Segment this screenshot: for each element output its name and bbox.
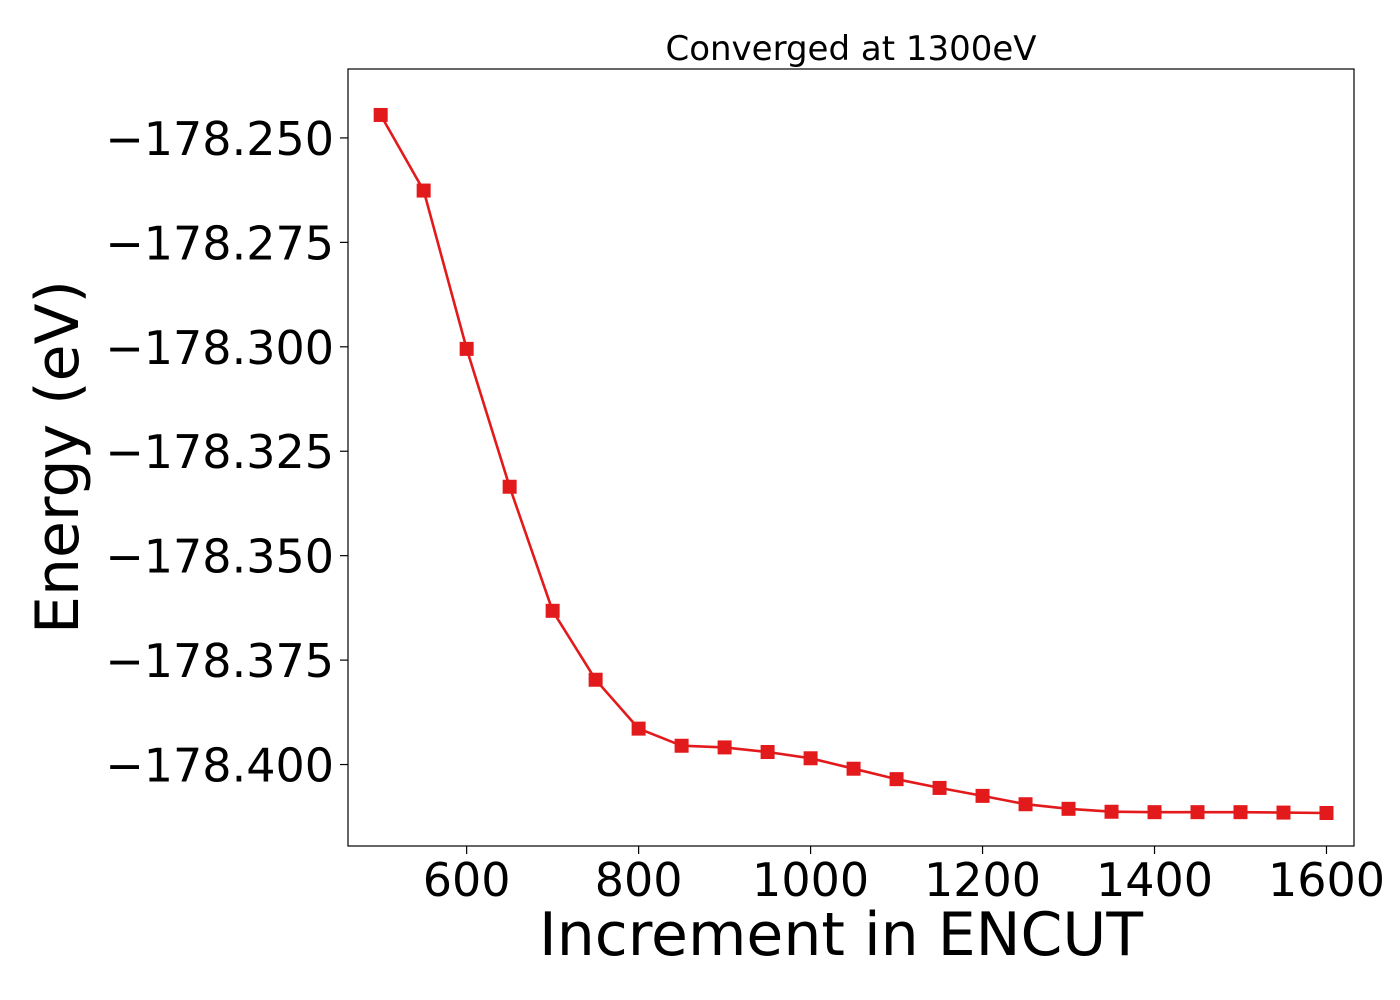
data-point bbox=[1276, 805, 1291, 820]
data-point bbox=[846, 761, 861, 776]
data-point bbox=[717, 740, 732, 755]
data-point bbox=[1190, 805, 1205, 820]
data-point bbox=[416, 183, 431, 198]
data-point bbox=[760, 745, 775, 760]
y-tick-label: −178.350 bbox=[105, 530, 334, 584]
y-tick-label: −178.325 bbox=[105, 425, 334, 479]
y-tick-label: −178.375 bbox=[105, 634, 334, 688]
x-tick-label: 1200 bbox=[924, 853, 1041, 907]
x-tick-label: 1400 bbox=[1096, 853, 1213, 907]
energy-series bbox=[373, 107, 1334, 820]
x-tick-label: 1600 bbox=[1268, 853, 1385, 907]
data-point bbox=[1319, 805, 1334, 820]
x-axis-ticks: 600 800 1000 1200 1400 1600 bbox=[423, 846, 1385, 907]
data-point bbox=[975, 788, 990, 803]
chart-title: Converged at 1300eV bbox=[665, 29, 1036, 69]
data-point bbox=[1061, 801, 1076, 816]
data-point bbox=[803, 751, 818, 766]
x-tick-label: 600 bbox=[423, 853, 511, 907]
data-point bbox=[1018, 797, 1033, 812]
y-tick-label: −178.300 bbox=[105, 321, 334, 375]
data-point bbox=[588, 672, 603, 687]
y-axis-label: Energy (eV) bbox=[23, 280, 93, 634]
data-point bbox=[1104, 804, 1119, 819]
y-tick-label: −178.250 bbox=[105, 112, 334, 166]
data-point bbox=[545, 603, 560, 618]
y-axis-ticks: −178.250 −178.275 −178.300 −178.325 −178.350… bbox=[105, 112, 348, 793]
data-point bbox=[631, 721, 646, 736]
data-point bbox=[932, 780, 947, 795]
data-point bbox=[459, 341, 474, 356]
data-point bbox=[1233, 805, 1248, 820]
data-point bbox=[889, 772, 904, 787]
x-tick-label: 800 bbox=[595, 853, 683, 907]
plot-frame bbox=[347, 68, 1355, 847]
data-point bbox=[1147, 805, 1162, 820]
data-point bbox=[373, 107, 388, 122]
y-tick-label: −178.400 bbox=[105, 739, 334, 793]
data-point bbox=[502, 479, 517, 494]
x-axis-label: Increment in ENCUT bbox=[539, 900, 1143, 970]
x-tick-label: 1000 bbox=[752, 853, 869, 907]
data-point bbox=[674, 738, 689, 753]
y-tick-label: −178.275 bbox=[105, 216, 334, 270]
series-line bbox=[379, 114, 1327, 815]
